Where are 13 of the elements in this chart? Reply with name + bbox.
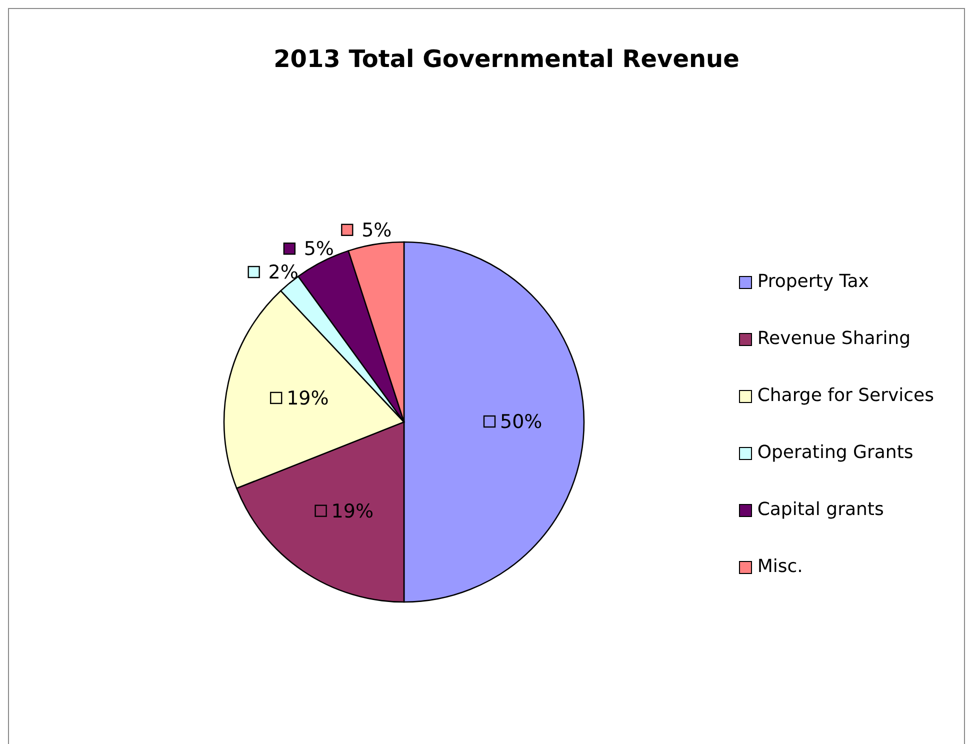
legend-label: Operating Grants [757, 442, 914, 463]
legend-label: Capital grants [757, 499, 884, 520]
data-label: 19% [286, 387, 329, 410]
data-label: 19% [331, 500, 374, 522]
data-label: 2% [268, 262, 298, 284]
legend-label: Charge for Services [757, 385, 934, 406]
legend-label: Misc. [757, 556, 803, 577]
data-label: 5% [304, 238, 334, 260]
legend-label: Revenue Sharing [757, 328, 911, 349]
chart-title: 2013 Total Governmental Revenue [272, 45, 740, 73]
data-label: 5% [362, 219, 392, 242]
legend-label: Property Tax [757, 271, 869, 292]
data-label: 50% [500, 411, 542, 433]
